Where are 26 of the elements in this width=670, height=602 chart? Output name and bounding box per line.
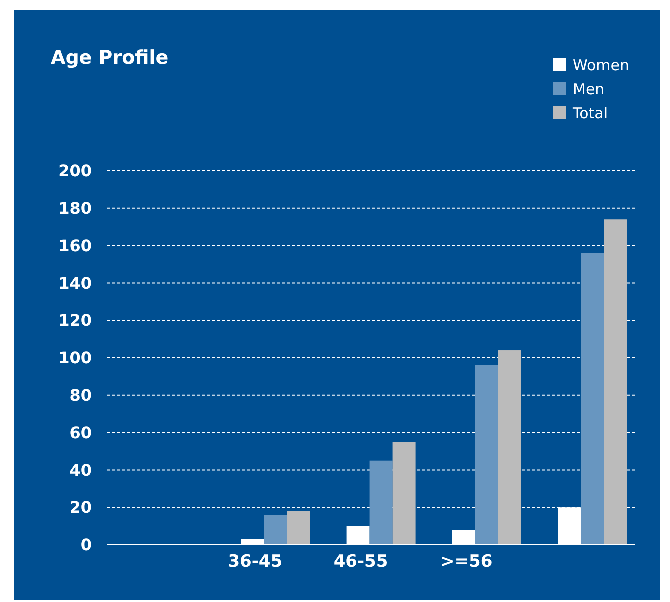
legend-label: Total — [572, 104, 608, 122]
legend-label: Women — [573, 56, 630, 74]
legend-label: Men — [573, 80, 605, 98]
bar — [287, 511, 310, 545]
y-tick-label: 140 — [58, 274, 92, 293]
y-tick-label: 100 — [58, 348, 92, 368]
bar — [392, 442, 416, 545]
y-tick-label: 160 — [58, 236, 92, 256]
x-tick-label: >=56 — [440, 552, 493, 572]
chart-title: Age Profile — [51, 47, 169, 69]
bar — [581, 253, 604, 545]
x-tick-label: 36-45 — [228, 552, 283, 572]
y-tick-label: 180 — [58, 199, 92, 218]
y-tick-label: 0 — [80, 536, 92, 555]
y-tick-label: 80 — [70, 386, 92, 405]
y-tick-label: 60 — [70, 423, 92, 442]
y-tick-label: 20 — [70, 498, 92, 518]
bar — [264, 515, 288, 545]
bar — [498, 350, 522, 545]
bar — [604, 220, 627, 545]
y-tick-label: 40 — [70, 460, 92, 480]
x-tick-label: 46-55 — [334, 552, 388, 572]
bar — [370, 460, 393, 545]
y-tick-label: 200 — [58, 162, 92, 181]
bar — [475, 365, 498, 545]
y-tick-label: 120 — [58, 311, 92, 330]
